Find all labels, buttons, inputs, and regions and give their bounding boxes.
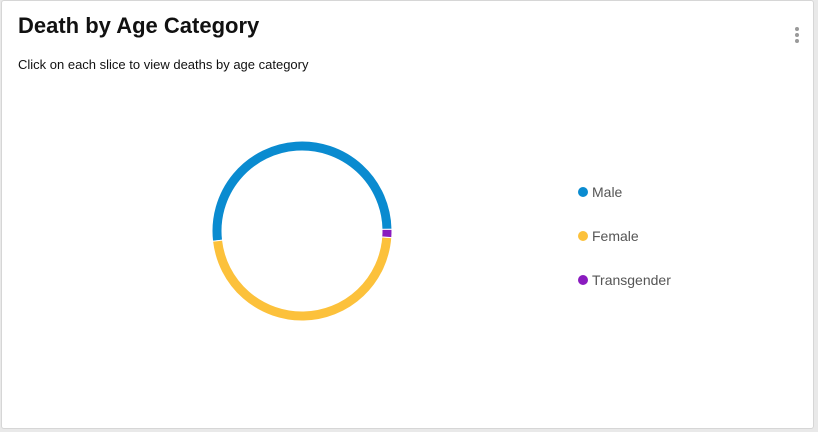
legend-item-transgender[interactable]: Transgender (578, 269, 671, 313)
legend-label-transgender: Transgender (592, 272, 671, 288)
chart-legend: Male Female Transgender (578, 181, 671, 313)
donut-slice-male[interactable] (211, 140, 393, 242)
donut-slice-female[interactable] (212, 236, 393, 322)
legend-item-male[interactable]: Male (578, 181, 671, 225)
legend-dot-transgender (578, 275, 588, 285)
card-subtitle: Click on each slice to view deaths by ag… (18, 57, 309, 72)
more-vertical-icon[interactable] (793, 27, 801, 45)
card-title: Death by Age Category (18, 13, 260, 38)
legend-label-female: Female (592, 228, 639, 244)
donut-slice-transgender[interactable] (381, 228, 393, 239)
legend-dot-male (578, 187, 588, 197)
legend-dot-female (578, 231, 588, 241)
legend-item-female[interactable]: Female (578, 225, 671, 269)
legend-label-male: Male (592, 184, 623, 200)
